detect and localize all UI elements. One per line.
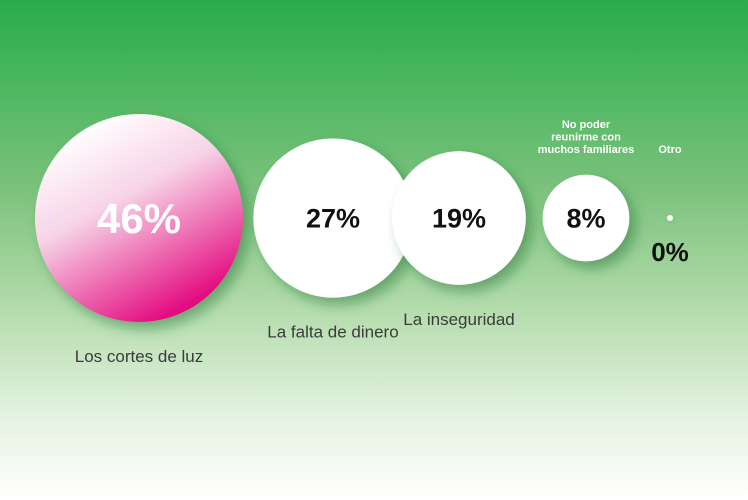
- bubble-otro: [667, 215, 673, 221]
- category-label-no-poder-reunirme-con-muchos-familiares-line-1: No poder: [562, 119, 611, 131]
- value-label-no-poder-reunirme-con-muchos-familiares: 8%: [566, 204, 605, 234]
- value-label-la-falta-de-dinero: 27%: [306, 204, 360, 234]
- value-label-otro: 0%: [651, 237, 689, 267]
- bubble-la-falta-de-dinero: [253, 138, 413, 298]
- value-label-la-inseguridad: 19%: [432, 204, 486, 234]
- category-label-la-falta-de-dinero: La falta de dinero: [267, 323, 398, 342]
- value-label-los-cortes-de-luz: 46%: [97, 195, 181, 242]
- category-label-otro: Otro: [658, 144, 682, 156]
- bubble-los-cortes-de-luz: [35, 114, 243, 322]
- category-label-la-inseguridad: La inseguridad: [403, 310, 515, 329]
- category-label-no-poder-reunirme-con-muchos-familiares-line-3: muchos familiares: [538, 144, 635, 156]
- category-label-los-cortes-de-luz: Los cortes de luz: [75, 347, 204, 366]
- category-label-no-poder-reunirme-con-muchos-familiares-line-2: reunirme con: [551, 132, 621, 144]
- bubble-la-inseguridad: [392, 151, 526, 285]
- bubble-no-poder-reunirme-con-muchos-familiares: [542, 174, 630, 262]
